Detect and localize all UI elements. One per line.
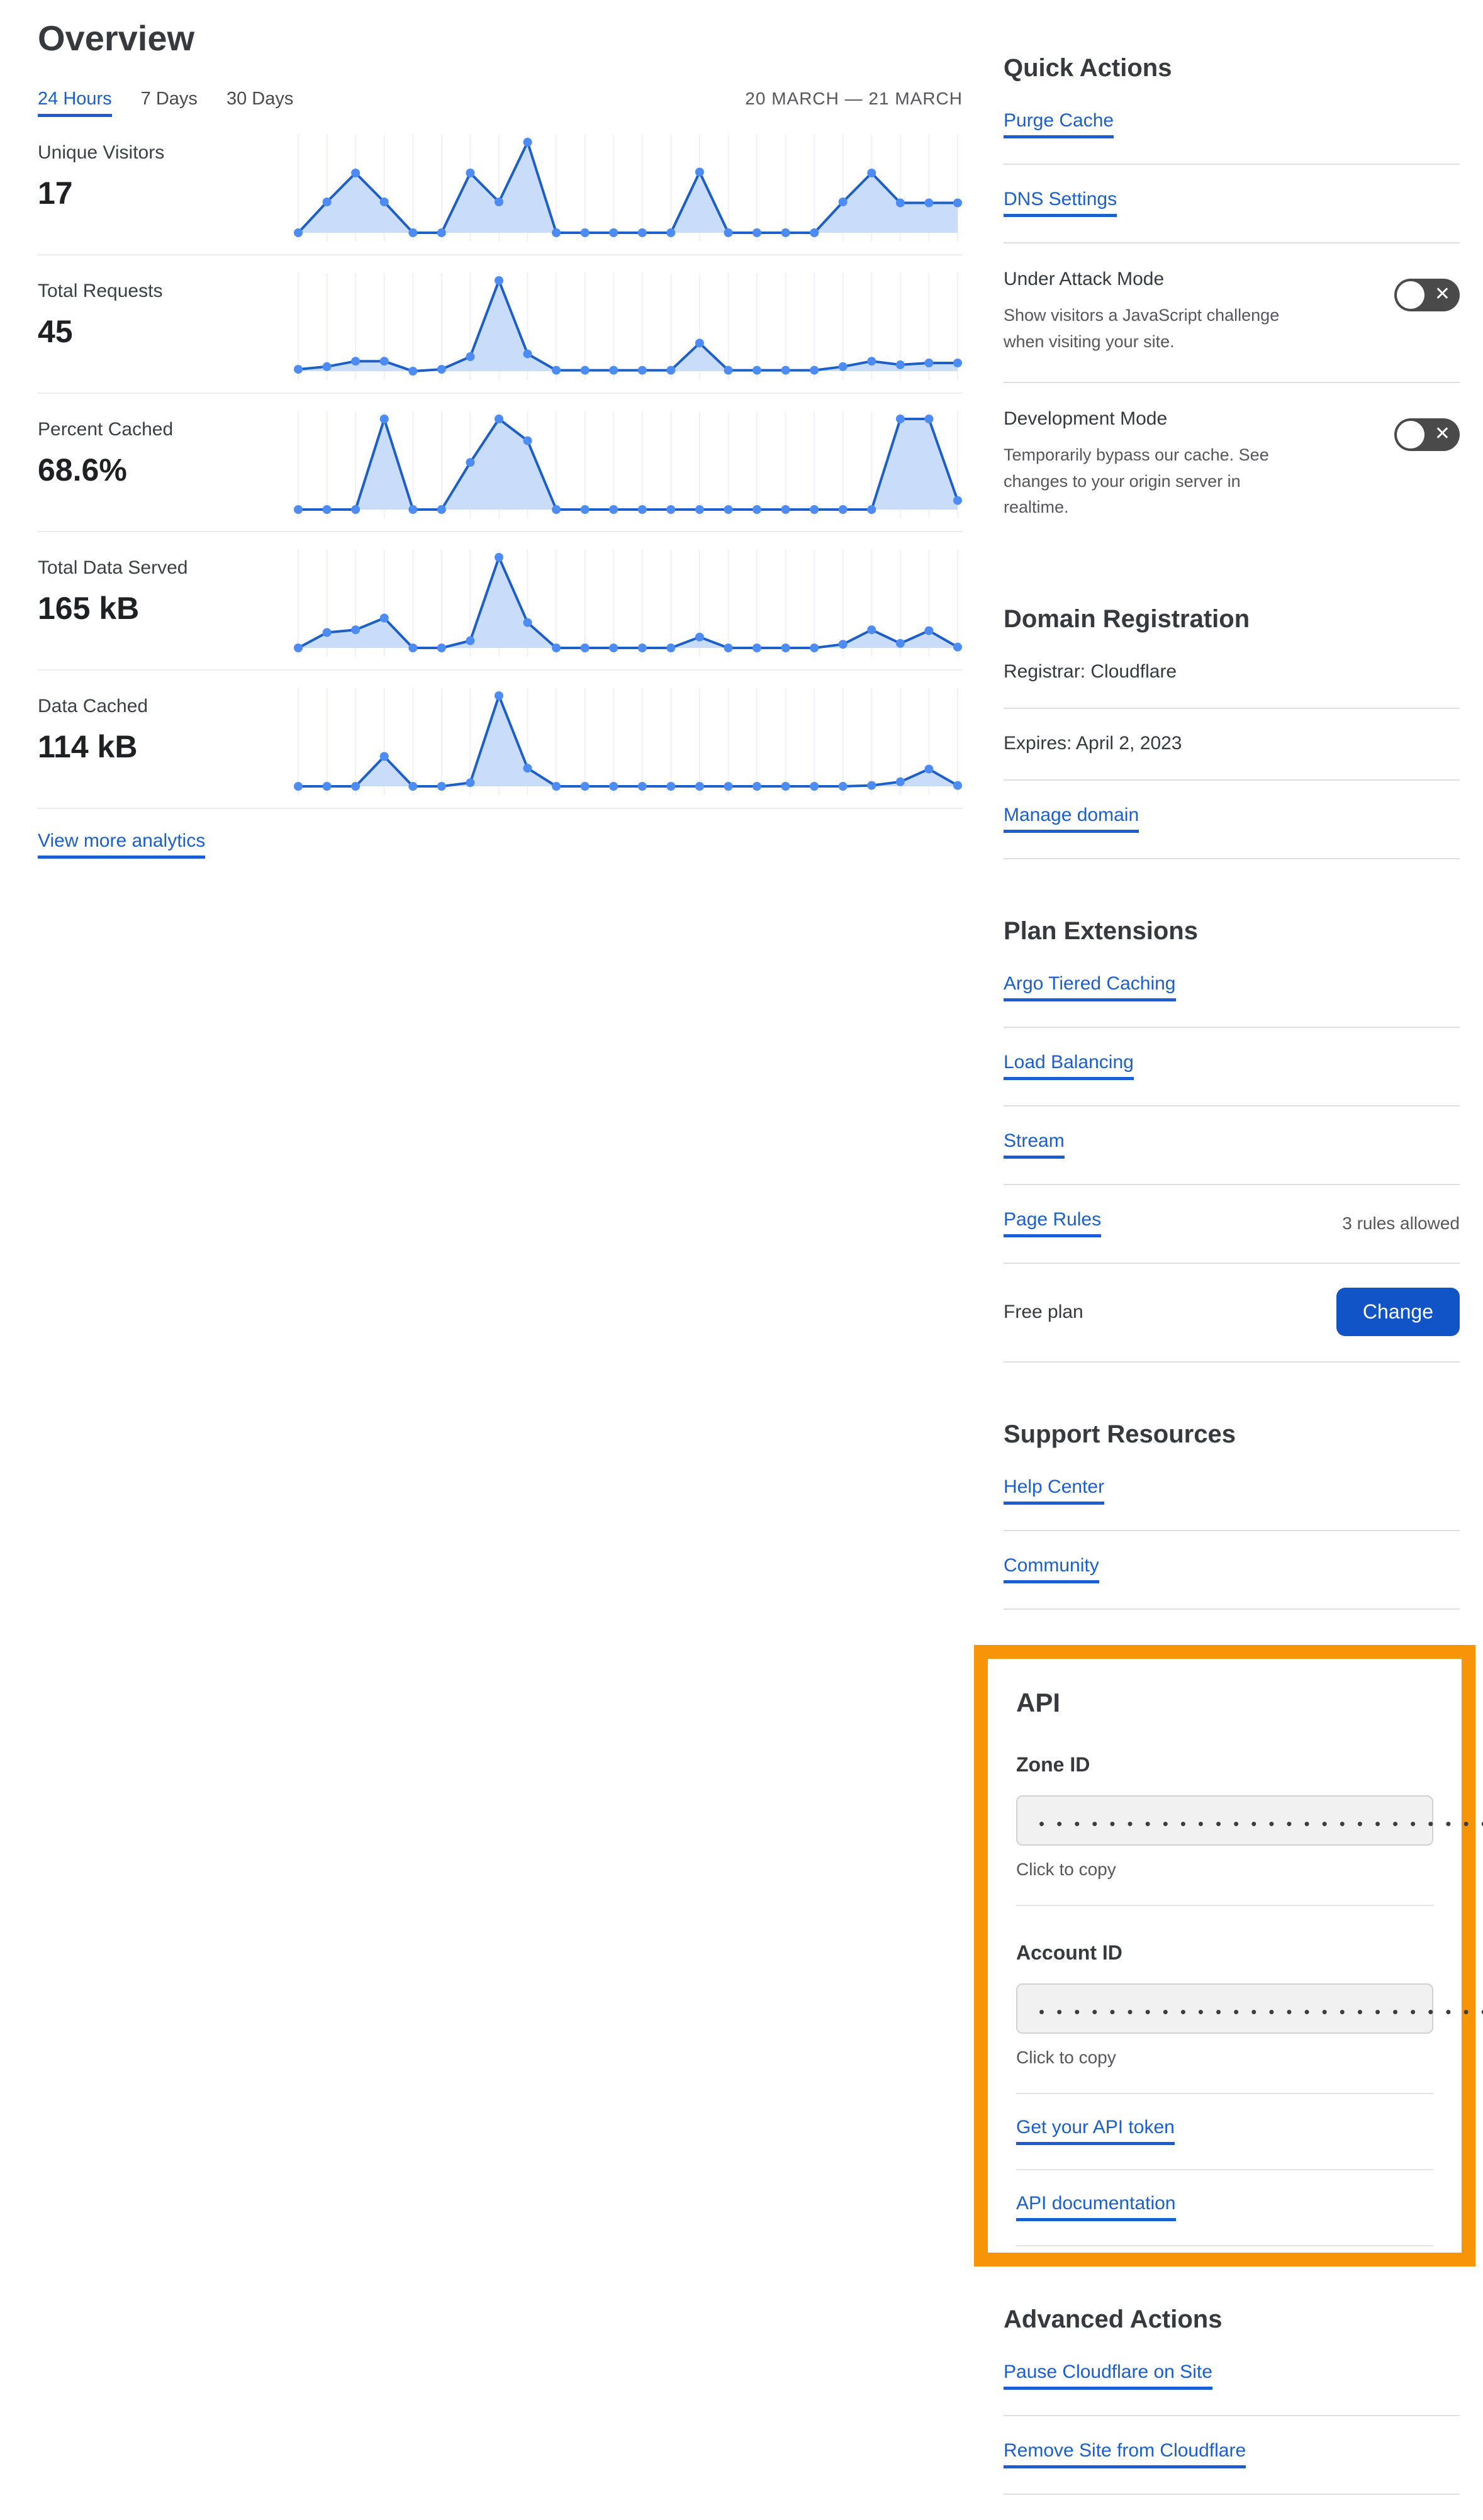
page-title: Overview (38, 18, 195, 58)
development-mode-label: Development Mode (1004, 408, 1168, 429)
chart-label: Total Data Served (38, 557, 188, 578)
under-attack-mode-toggle[interactable]: ✕ (1394, 279, 1460, 311)
chart-row-total-data-served: Total Data Served 165 kB (38, 532, 963, 671)
chart-value: 17 (38, 176, 73, 211)
under-attack-mode-description: Show visitors a JavaScript challenge whe… (1004, 306, 1280, 351)
account-id-click-to-copy: Click to copy (1016, 2048, 1116, 2068)
tab-7-days[interactable]: 7 Days (140, 89, 198, 109)
toggle-off-x-icon: ✕ (1434, 283, 1450, 304)
quick-actions-heading: Quick Actions (1004, 54, 1172, 82)
api-heading: API (1016, 1688, 1061, 1718)
zone-id-click-to-copy: Click to copy (1016, 1859, 1116, 1880)
remove-site-row: Remove Site from Cloudflare (1004, 2416, 1460, 2495)
tab-24-hours[interactable]: 24 Hours (38, 89, 112, 117)
toggle-knob (1397, 420, 1424, 449)
load-balancing-row: Load Balancing (1004, 1028, 1460, 1107)
toggle-off-x-icon: ✕ (1434, 423, 1450, 444)
development-mode-toggle[interactable]: ✕ (1394, 418, 1460, 451)
get-api-token-link[interactable]: Get your API token (1016, 2117, 1175, 2146)
plan-extensions-heading: Plan Extensions (1004, 917, 1198, 945)
time-range-tabs: 24 Hours 7 Days 30 Days 20 MARCH — 21 MA… (38, 89, 963, 117)
sparkline-total-data-served (289, 549, 963, 659)
argo-tiered-caching-row: Argo Tiered Caching (1004, 945, 1460, 1029)
stream-row: Stream (1004, 1107, 1460, 1186)
dns-settings-link[interactable]: DNS Settings (1004, 189, 1117, 217)
load-balancing-link[interactable]: Load Balancing (1004, 1052, 1134, 1081)
remove-site-link[interactable]: Remove Site from Cloudflare (1004, 2440, 1246, 2469)
chart-label: Total Requests (38, 281, 163, 301)
sparkline-total-requests (289, 272, 963, 382)
pause-cloudflare-row: Pause Cloudflare on Site (1004, 2334, 1460, 2417)
chart-label: Unique Visitors (38, 142, 165, 163)
purge-cache-row: Purge Cache (1004, 82, 1460, 165)
api-section-highlight-panel: API Zone ID ••••••••••••••••••••••••••••… (974, 1645, 1483, 2267)
chart-label: Percent Cached (38, 419, 174, 440)
get-api-token-row: Get your API token (1016, 2094, 1433, 2171)
account-id-label: Account ID (1016, 1941, 1122, 1965)
date-range-label: 20 MARCH — 21 MARCH (745, 89, 963, 108)
registrar-value: Registrar: Cloudflare (1004, 661, 1177, 683)
development-mode-row: Development Mode Temporarily bypass our … (1004, 383, 1460, 548)
chart-value: 114 kB (38, 729, 138, 764)
chart-row-total-requests: Total Requests 45 (38, 255, 963, 394)
chart-row-percent-cached: Percent Cached 68.6% (38, 394, 963, 532)
chart-row-unique-visitors: Unique Visitors 17 (38, 117, 963, 255)
sparkline-unique-visitors (289, 133, 963, 244)
purge-cache-link[interactable]: Purge Cache (1004, 110, 1114, 138)
change-plan-button[interactable]: Change (1336, 1288, 1460, 1337)
community-row: Community (1004, 1531, 1460, 1610)
registrar-row: Registrar: Cloudflare (1004, 633, 1460, 710)
dns-settings-row: DNS Settings (1004, 165, 1460, 243)
zone-id-value-box[interactable]: •••••••••••••••••••••••••••• (1016, 1795, 1483, 1846)
account-id-value-box[interactable]: •••••••••••••••••••••••••••• (1016, 1983, 1483, 2034)
chart-label: Data Cached (38, 696, 148, 716)
chart-row-data-cached: Data Cached 114 kB (38, 671, 963, 809)
domain-registration-heading: Domain Registration (1004, 605, 1250, 633)
argo-tiered-caching-link[interactable]: Argo Tiered Caching (1004, 973, 1176, 1002)
divider (1016, 1905, 1433, 1907)
expires-row: Expires: April 2, 2023 (1004, 709, 1460, 781)
api-documentation-link[interactable]: API documentation (1016, 2193, 1176, 2222)
help-center-link[interactable]: Help Center (1004, 1476, 1105, 1505)
plan-row: Free plan Change (1004, 1264, 1460, 1363)
zone-id-redacted-value: •••••••••••••••••••••••••••• (1039, 1814, 1483, 1834)
page-rules-link[interactable]: Page Rules (1004, 1209, 1102, 1238)
manage-domain-link[interactable]: Manage domain (1004, 805, 1139, 833)
chart-value: 165 kB (38, 591, 140, 626)
page-rules-row: Page Rules 3 rules allowed (1004, 1185, 1460, 1264)
expires-value: Expires: April 2, 2023 (1004, 733, 1182, 754)
view-more-analytics-link[interactable]: View more analytics (38, 830, 206, 859)
tab-30-days[interactable]: 30 Days (226, 89, 294, 109)
sparkline-data-cached (289, 687, 963, 798)
under-attack-mode-label: Under Attack Mode (1004, 269, 1165, 289)
zone-id-label: Zone ID (1016, 1753, 1090, 1776)
manage-domain-row: Manage domain (1004, 781, 1460, 860)
stream-link[interactable]: Stream (1004, 1130, 1065, 1159)
community-link[interactable]: Community (1004, 1555, 1099, 1584)
under-attack-mode-row: Under Attack Mode Show visitors a JavaSc… (1004, 243, 1460, 383)
support-resources-heading: Support Resources (1004, 1420, 1236, 1449)
sparkline-percent-cached (289, 410, 963, 521)
current-plan-label: Free plan (1004, 1301, 1083, 1322)
analytics-main: Overview 24 Hours 7 Days 30 Days 20 MARC… (38, 14, 963, 2495)
api-documentation-row: API documentation (1016, 2170, 1433, 2247)
toggle-knob (1397, 281, 1424, 309)
account-id-redacted-value: •••••••••••••••••••••••••••• (1039, 2002, 1483, 2022)
development-mode-description: Temporarily bypass our cache. See change… (1004, 445, 1269, 517)
advanced-actions-heading: Advanced Actions (1004, 2305, 1223, 2334)
pause-cloudflare-link[interactable]: Pause Cloudflare on Site (1004, 2361, 1212, 2390)
sidebar: Quick Actions Purge Cache DNS Settings U… (974, 14, 1483, 2495)
page-rules-allowance: 3 rules allowed (1342, 1213, 1460, 1233)
help-center-row: Help Center (1004, 1449, 1460, 1532)
chart-value: 68.6% (38, 452, 127, 488)
chart-value: 45 (38, 314, 73, 349)
